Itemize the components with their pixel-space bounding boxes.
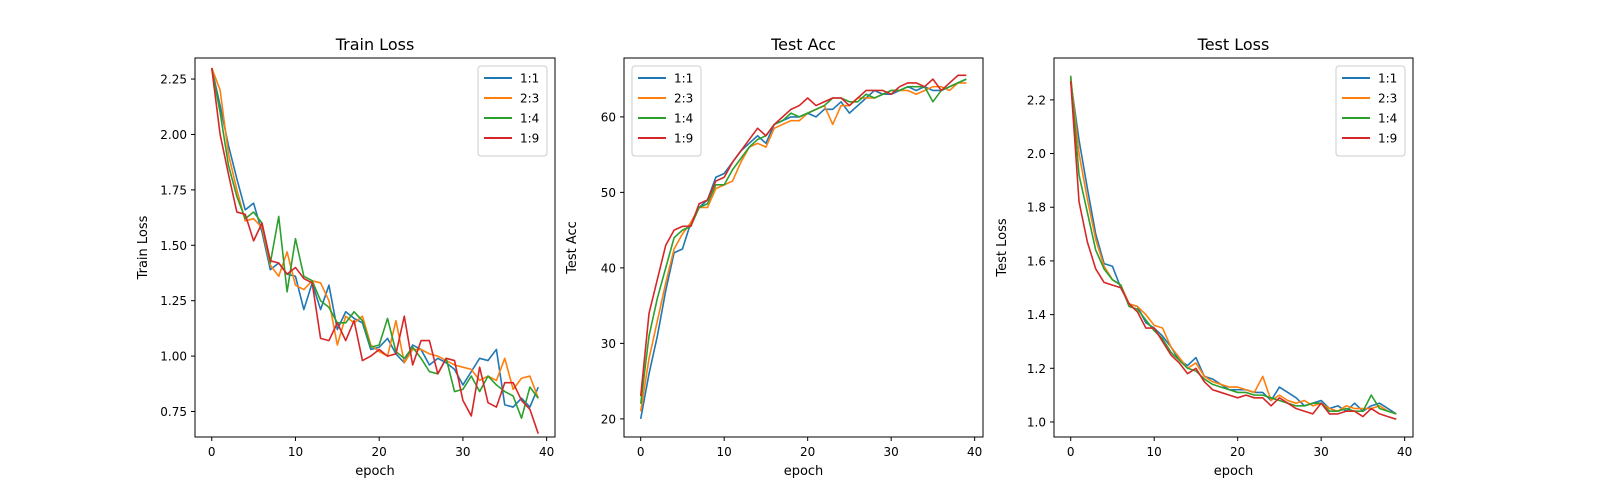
y-tick-label: 30: [601, 337, 616, 351]
y-tick-label: 0.75: [160, 405, 187, 419]
chart-1: Train Loss 0 10 20 30 40 0.75 1.00 1.25 1.50 1.75 2…: [136, 35, 556, 479]
legend: 1:1 2:3 1:4 1:9: [1335, 65, 1406, 157]
legend-label: 2:3: [520, 92, 539, 106]
x-tick-label: 20: [372, 445, 387, 459]
legend-box: [1335, 65, 1406, 157]
y-tick-label: 1.8: [1027, 201, 1046, 215]
legend-label: 1:4: [1378, 112, 1397, 126]
x-tick-label: 10: [1147, 445, 1162, 459]
y-tick-label: 1.50: [160, 239, 187, 253]
x-tick-label: 30: [884, 445, 899, 459]
chart-title: Test Acc: [770, 35, 836, 54]
legend-label: 1:4: [674, 112, 693, 126]
legend-label: 1:9: [1378, 132, 1397, 146]
x-axis-label: epoch: [784, 464, 824, 479]
x-axis-label: epoch: [355, 464, 395, 479]
legend-label: 1:9: [520, 132, 539, 146]
chart-3: Test Loss 0 10 20 30 40 1.0 1.2 1.4 1.6 1.8 2.0 2.2 e…: [995, 35, 1414, 479]
x-tick-label: 30: [1314, 445, 1329, 459]
y-tick-label: 2.25: [160, 73, 187, 87]
plot-frame: [1053, 57, 1414, 438]
y-tick-label: 1.0: [1027, 415, 1046, 429]
y-tick-label: 20: [601, 412, 616, 426]
legend-label: 1:9: [674, 132, 693, 146]
legend: 1:1 2:3 1:4 1:9: [631, 65, 702, 157]
legend: 1:1 2:3 1:4 1:9: [477, 65, 548, 157]
y-tick-label: 1.2: [1027, 362, 1046, 376]
series-lines: [210, 67, 540, 434]
y-tick-label: 1.4: [1027, 308, 1046, 322]
x-tick-label: 0: [1067, 445, 1075, 459]
x-tick-label: 10: [288, 445, 303, 459]
chart-title: Test Loss: [1197, 35, 1270, 54]
legend-label: 2:3: [674, 92, 693, 106]
y-tick-label: 1.6: [1027, 254, 1046, 268]
x-tick-label: 40: [1397, 445, 1412, 459]
x-tick-label: 10: [717, 445, 732, 459]
y-axis-label: Train Loss: [136, 215, 151, 280]
legend-label: 2:3: [1378, 92, 1397, 106]
legend-label: 1:1: [1378, 72, 1397, 86]
y-axis-label: Test Acc: [565, 221, 580, 275]
y-axis-label: Test Loss: [995, 218, 1010, 277]
y-tick-label: 50: [601, 186, 616, 200]
series-line-1-9: [639, 74, 967, 397]
y-tick-label: 2.00: [160, 128, 187, 142]
y-tick-label: 1.75: [160, 183, 187, 197]
series-lines: [639, 74, 967, 420]
chart-title: Train Loss: [335, 35, 415, 54]
legend-label: 1:1: [674, 72, 693, 86]
legend-box: [631, 65, 702, 157]
plot-frame: [623, 57, 984, 438]
x-tick-label: 0: [637, 445, 645, 459]
plot-frame: [194, 57, 556, 438]
y-tick-label: 1.00: [160, 350, 187, 364]
x-tick-label: 40: [539, 445, 554, 459]
legend-box: [477, 65, 548, 157]
x-tick-label: 40: [967, 445, 982, 459]
x-axis-label: epoch: [1214, 464, 1254, 479]
x-tick-label: 20: [1230, 445, 1245, 459]
y-tick-label: 40: [601, 261, 616, 275]
series-line-1-9: [1069, 81, 1397, 421]
series-line-1-9: [210, 67, 540, 434]
x-tick-label: 0: [208, 445, 216, 459]
y-tick-label: 2.2: [1027, 93, 1046, 107]
x-tick-label: 30: [455, 445, 470, 459]
y-tick-label: 60: [601, 110, 616, 124]
x-tick-label: 20: [800, 445, 815, 459]
legend-label: 1:1: [520, 72, 539, 86]
y-tick-label: 2.0: [1027, 147, 1046, 161]
series-lines: [1069, 75, 1397, 421]
legend-label: 1:4: [520, 112, 539, 126]
y-tick-label: 1.25: [160, 294, 187, 308]
chart-2: Test Acc 0 10 20 30 40 20 30 40 50 60 epoch Test Acc…: [565, 35, 984, 479]
